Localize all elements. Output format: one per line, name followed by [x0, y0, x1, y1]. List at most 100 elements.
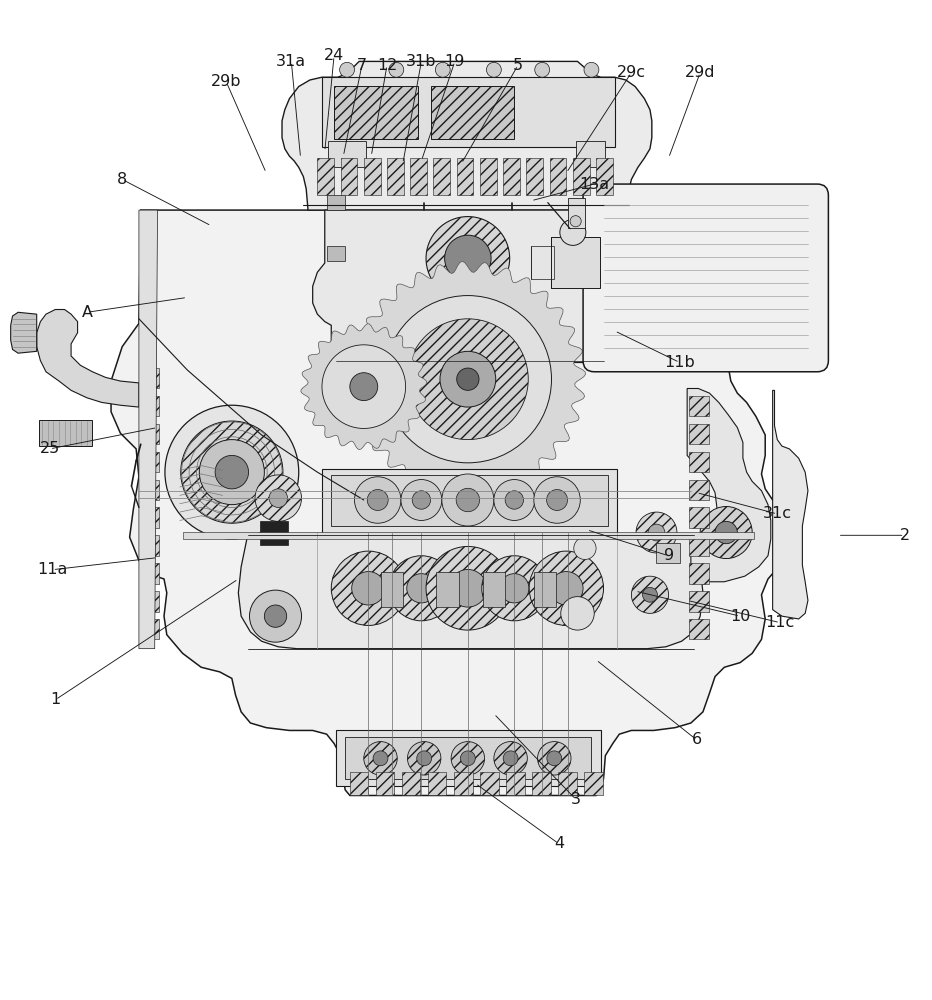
Circle shape: [255, 475, 302, 521]
Text: 12: 12: [377, 58, 397, 73]
Circle shape: [407, 319, 528, 440]
Bar: [334, 86, 418, 139]
Bar: [532, 772, 551, 795]
Bar: [689, 452, 709, 472]
Bar: [596, 158, 613, 195]
Bar: [139, 535, 159, 556]
Text: 5: 5: [513, 58, 523, 73]
Text: 25: 25: [39, 441, 60, 456]
Text: 10: 10: [730, 609, 750, 624]
Circle shape: [367, 490, 388, 510]
Circle shape: [636, 512, 677, 553]
Bar: [326, 246, 345, 261]
Bar: [139, 396, 159, 416]
Circle shape: [417, 751, 432, 766]
Circle shape: [445, 235, 491, 282]
Bar: [38, 420, 92, 446]
Circle shape: [505, 491, 524, 509]
Bar: [431, 86, 514, 139]
Bar: [454, 772, 473, 795]
Bar: [336, 730, 601, 786]
Text: 8: 8: [117, 172, 128, 187]
Circle shape: [503, 751, 518, 766]
Text: 29b: 29b: [211, 74, 241, 89]
Circle shape: [561, 597, 595, 630]
Polygon shape: [10, 312, 36, 353]
Bar: [480, 772, 499, 795]
Text: 31a: 31a: [276, 54, 307, 69]
Text: 9: 9: [664, 548, 674, 563]
Bar: [139, 507, 159, 528]
Text: 4: 4: [554, 836, 564, 851]
Circle shape: [642, 587, 657, 602]
Circle shape: [426, 217, 510, 300]
Circle shape: [546, 490, 568, 510]
Bar: [139, 368, 159, 388]
Bar: [483, 572, 505, 607]
Bar: [503, 158, 520, 195]
Text: 11c: 11c: [765, 615, 795, 630]
Bar: [139, 480, 159, 500]
Bar: [531, 246, 555, 279]
Circle shape: [322, 345, 405, 428]
Polygon shape: [282, 61, 651, 210]
Text: 7: 7: [357, 58, 367, 73]
Bar: [326, 195, 345, 210]
Bar: [331, 475, 609, 526]
Circle shape: [500, 574, 529, 603]
Circle shape: [435, 62, 450, 77]
Text: 1: 1: [50, 692, 61, 707]
Circle shape: [584, 62, 599, 77]
Circle shape: [401, 480, 442, 520]
Circle shape: [460, 751, 475, 766]
Bar: [527, 158, 543, 195]
Text: 29c: 29c: [617, 65, 646, 80]
Polygon shape: [139, 210, 158, 649]
Circle shape: [715, 521, 737, 544]
Bar: [183, 532, 754, 539]
Circle shape: [350, 373, 377, 401]
Text: 29d: 29d: [685, 65, 716, 80]
Bar: [689, 424, 709, 444]
Circle shape: [457, 368, 479, 390]
Bar: [340, 158, 357, 195]
Bar: [689, 591, 709, 612]
Bar: [139, 452, 159, 472]
Bar: [139, 591, 159, 612]
Bar: [380, 572, 403, 607]
Circle shape: [426, 546, 510, 630]
Bar: [317, 158, 334, 195]
FancyBboxPatch shape: [583, 184, 829, 372]
Bar: [260, 521, 288, 545]
Circle shape: [265, 605, 287, 627]
Circle shape: [494, 480, 535, 520]
Circle shape: [451, 742, 485, 775]
Text: 31b: 31b: [406, 54, 437, 69]
Bar: [139, 619, 159, 639]
Bar: [387, 158, 404, 195]
Text: 2: 2: [899, 528, 910, 543]
Bar: [573, 158, 590, 195]
Circle shape: [535, 62, 550, 77]
Text: 6: 6: [692, 732, 702, 747]
Circle shape: [700, 507, 752, 559]
Bar: [584, 772, 603, 795]
Circle shape: [181, 421, 283, 523]
Circle shape: [215, 455, 249, 489]
Bar: [689, 396, 709, 416]
Bar: [363, 158, 380, 195]
Text: 19: 19: [445, 54, 465, 69]
Circle shape: [456, 488, 480, 512]
Circle shape: [407, 742, 441, 775]
Circle shape: [250, 590, 302, 642]
Bar: [345, 737, 592, 779]
Circle shape: [648, 524, 665, 541]
Polygon shape: [111, 210, 784, 795]
Bar: [534, 572, 556, 607]
Text: 24: 24: [324, 48, 344, 63]
Circle shape: [351, 572, 385, 605]
Circle shape: [389, 62, 404, 77]
Bar: [322, 469, 618, 533]
Circle shape: [574, 537, 596, 559]
Polygon shape: [239, 535, 703, 649]
